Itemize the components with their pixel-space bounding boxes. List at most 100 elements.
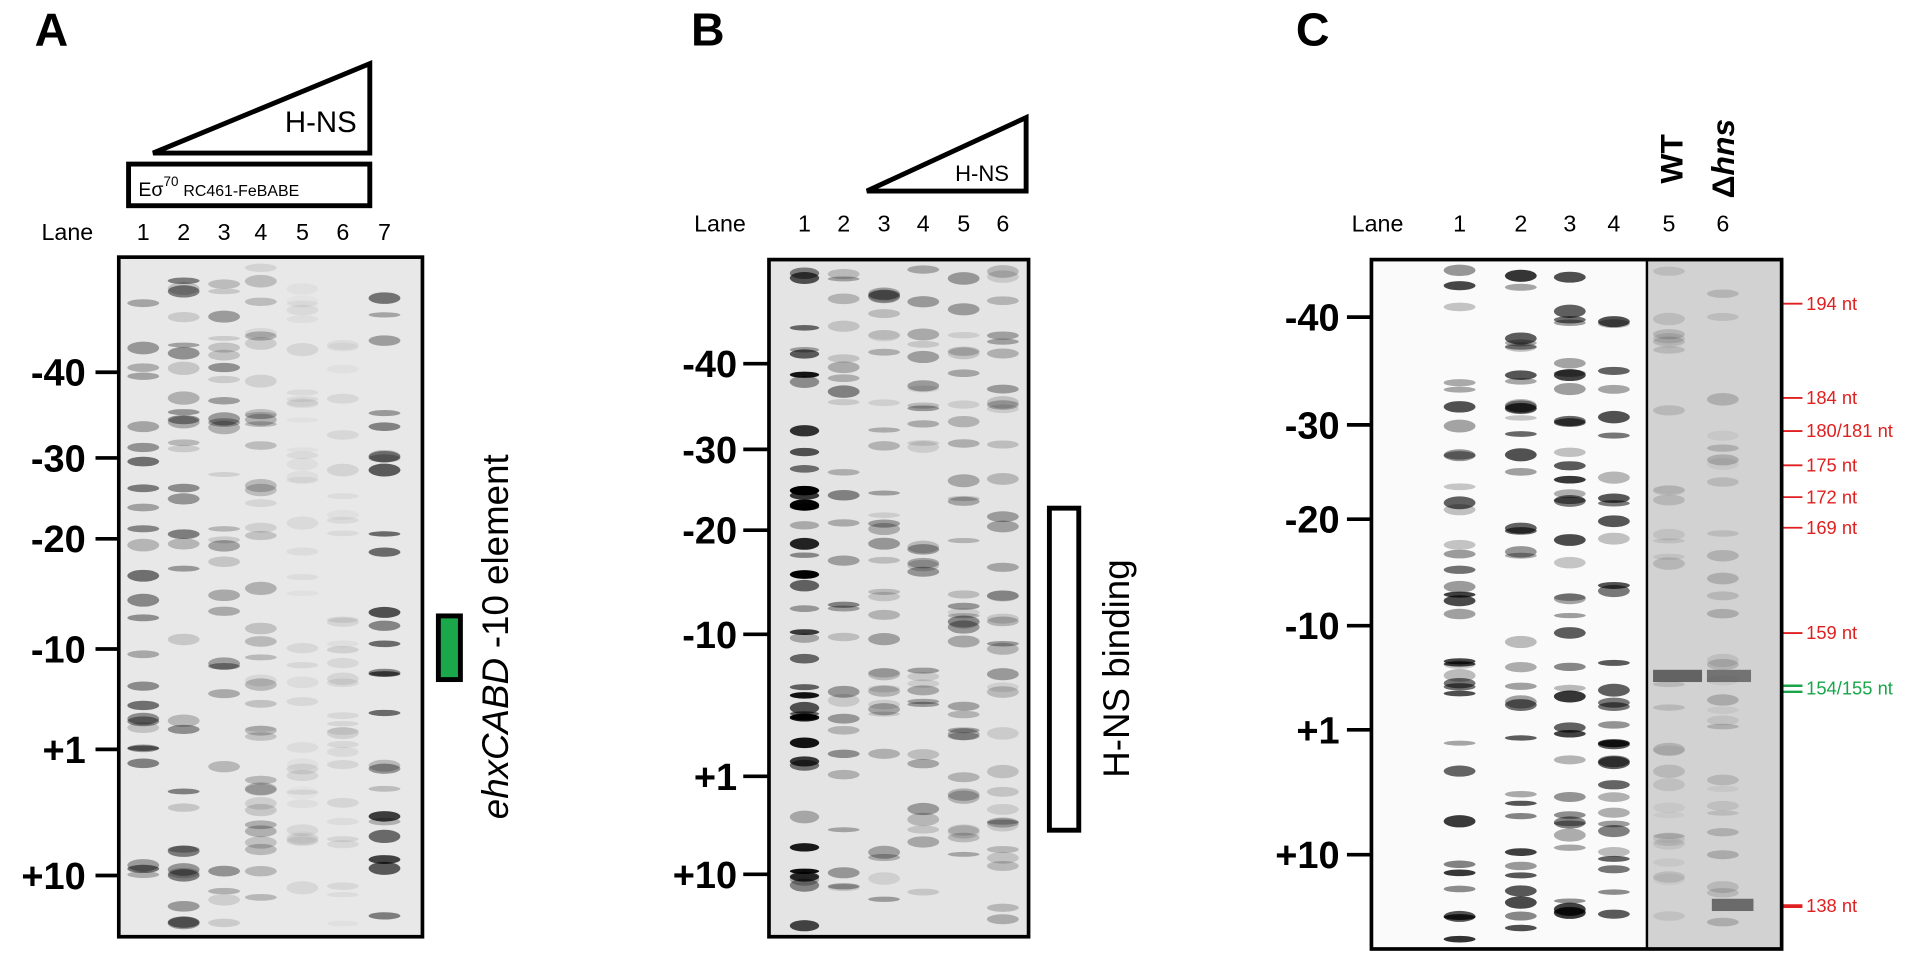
size-label: 159 nt (1806, 622, 1857, 643)
gel-band (1706, 658, 1739, 671)
gel-band (868, 872, 900, 885)
gel-band (1653, 528, 1685, 541)
gel-band (827, 749, 860, 759)
gel-band (1711, 898, 1754, 912)
gel-band (244, 263, 277, 272)
gel-band (1653, 681, 1685, 688)
gel-band (947, 824, 980, 836)
gel-band (827, 519, 860, 527)
gel-band (986, 396, 1019, 409)
gel-band (167, 916, 200, 930)
lane-number: 6 (1716, 210, 1729, 236)
gel-band (1504, 552, 1537, 559)
gel-band (167, 863, 200, 876)
gel-band (167, 493, 200, 505)
lane-number: 4 (254, 219, 267, 245)
gel-band (827, 884, 860, 892)
gel-band (1504, 415, 1537, 421)
position-label: -10 (1285, 606, 1340, 648)
gel-band (986, 472, 1019, 485)
gel-band (868, 699, 900, 710)
gel-band (789, 872, 820, 886)
gel-band (868, 703, 900, 716)
gel-band (1443, 504, 1476, 516)
gel-band (1443, 419, 1476, 433)
gel-band (127, 681, 160, 691)
gel-band (368, 829, 401, 844)
gel-band (127, 525, 160, 533)
gel-band (947, 772, 980, 783)
lane-number: 6 (996, 210, 1009, 236)
gel-band (286, 697, 319, 707)
gel-band (1553, 556, 1586, 569)
gel-band (1706, 530, 1739, 537)
gel-band (827, 268, 860, 280)
gel-band (1706, 312, 1739, 321)
gel-band (208, 918, 240, 928)
size-label: 180/181 nt (1806, 420, 1893, 441)
size-label: 169 nt (1806, 517, 1857, 538)
gel-band (208, 420, 240, 435)
position-label: -40 (31, 353, 86, 395)
gel-band (827, 605, 860, 612)
gel-band (286, 547, 319, 556)
gel-band (1553, 690, 1586, 703)
gel-band (167, 900, 200, 912)
gel-band (868, 685, 900, 693)
gel-band (368, 671, 401, 677)
gel-band (1504, 283, 1537, 291)
gel-band (167, 916, 200, 928)
gel-band (907, 405, 940, 412)
gel-band (244, 522, 277, 533)
gel-band (286, 470, 319, 484)
gel-band (286, 833, 319, 845)
gel-band (868, 441, 900, 451)
gel-band (986, 640, 1019, 647)
gel-band (907, 420, 940, 428)
gel-band (1504, 872, 1537, 879)
gel-band (1706, 706, 1739, 714)
gel-border (116, 255, 425, 939)
gel-band (1706, 785, 1739, 793)
gel-band (167, 312, 200, 323)
gel-band (1653, 858, 1685, 867)
gel-band (789, 843, 820, 852)
gel-band (1597, 739, 1630, 748)
gel-band (1706, 715, 1739, 726)
gel-band (326, 463, 359, 477)
gel-band (947, 495, 980, 502)
gel-band (167, 633, 200, 646)
gel-band (1504, 522, 1537, 534)
gel-band (1597, 432, 1630, 439)
gel-band (868, 588, 900, 595)
gel-band (1553, 304, 1586, 318)
gel-band (1653, 329, 1685, 340)
gel-band (1653, 669, 1703, 683)
gel-band (1706, 549, 1739, 562)
gel-band (986, 331, 1019, 340)
gel-band (287, 283, 319, 294)
gel-band (208, 536, 240, 544)
position-label: +1 (1296, 710, 1339, 752)
gel-band (1553, 820, 1586, 827)
gel-band (947, 272, 980, 285)
gel-band (868, 845, 900, 859)
gel-band (286, 304, 319, 316)
gel-band (1597, 855, 1630, 862)
gel-band (1553, 902, 1586, 916)
gel-band (167, 867, 200, 879)
position-label: +1 (694, 757, 737, 799)
gel-band (127, 299, 160, 308)
gel-band (1443, 264, 1476, 276)
gel-band (907, 825, 940, 834)
gel-band (244, 411, 277, 419)
lane-number: 2 (177, 219, 190, 245)
gel-band (244, 825, 277, 838)
gel-band (947, 851, 980, 857)
gel-band (947, 615, 980, 629)
gel-band (1706, 723, 1739, 730)
gel-band (368, 620, 401, 631)
gel-band (789, 878, 820, 892)
gel-band (208, 342, 240, 353)
gel-band (1553, 271, 1586, 283)
